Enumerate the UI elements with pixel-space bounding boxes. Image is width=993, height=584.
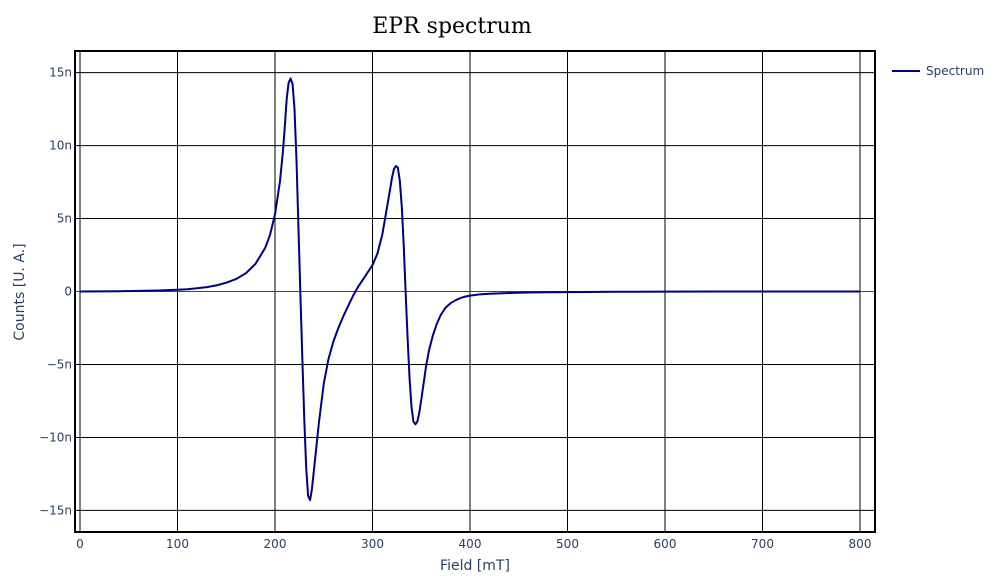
y-tick-label: 10n [49, 139, 72, 153]
x-tick-label: 400 [459, 537, 482, 551]
y-tick-label: 5n [57, 212, 72, 226]
chart-title: EPR spectrum [372, 14, 532, 39]
x-axis-title: Field [mT] [440, 558, 510, 574]
y-tick-label: −5n [47, 357, 72, 371]
series-line-spectrum [79, 77, 860, 502]
y-tick-label: 0 [64, 285, 72, 299]
x-tick-label: 500 [556, 537, 579, 551]
x-tick-label: 700 [751, 537, 774, 551]
x-tick-label: 300 [361, 537, 384, 551]
x-tick-label: 100 [166, 537, 189, 551]
x-tick-label: 0 [76, 537, 84, 551]
plot-frame [74, 50, 876, 533]
x-tick-label: 600 [654, 537, 677, 551]
y-tick-label: 15n [49, 66, 72, 80]
y-axis-title: Counts [U. A.] [12, 243, 28, 340]
x-tick-label: 800 [849, 537, 872, 551]
y-tick-label: −10n [39, 430, 72, 444]
y-tick-label: −15n [39, 503, 72, 517]
series-layer [79, 77, 860, 502]
tick-labels: 0 100 200 300 400 500 600 700 800 15n 10n 5n 0 −5n −10… [39, 66, 871, 551]
legend-label-spectrum: Spectrum [926, 64, 984, 78]
x-tick-label: 200 [264, 537, 287, 551]
legend[interactable]: Spectrum [892, 64, 984, 78]
